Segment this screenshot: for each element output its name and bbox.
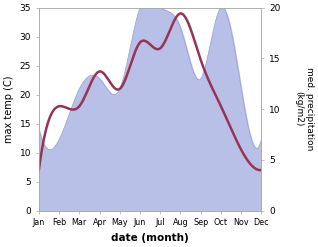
Y-axis label: max temp (C): max temp (C) — [4, 75, 14, 143]
Y-axis label: med. precipitation
(kg/m2): med. precipitation (kg/m2) — [294, 67, 314, 151]
X-axis label: date (month): date (month) — [111, 233, 189, 243]
